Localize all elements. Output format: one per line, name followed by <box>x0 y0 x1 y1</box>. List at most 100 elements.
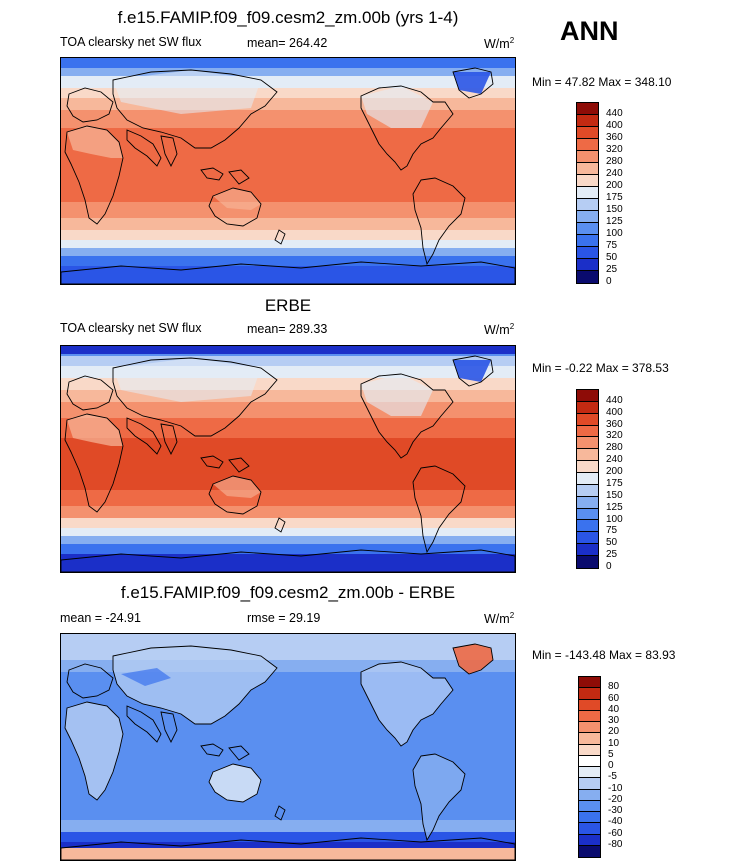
colorbar-tick-label: 50 <box>606 252 618 263</box>
colorbar-box <box>577 496 598 509</box>
colorbar-box <box>579 755 600 767</box>
colorbar-tick-label: 60 <box>608 692 620 704</box>
colorbar-tick-label: 75 <box>606 525 618 537</box>
colorbar-tick-label: 200 <box>606 466 623 478</box>
colorbar-box <box>577 211 598 223</box>
colorbar-box <box>579 789 600 801</box>
colorbar-box <box>579 744 600 756</box>
colorbar-box <box>579 778 600 790</box>
colorbar-tick-label: 150 <box>606 204 623 215</box>
colorbar-tick-label: 175 <box>606 477 623 489</box>
colorbar-box <box>577 151 598 163</box>
colorbar-box <box>577 425 598 438</box>
colorbar-box <box>579 677 600 689</box>
colorbar-box <box>577 139 598 151</box>
colorbar-box <box>577 235 598 247</box>
colorbar-box <box>577 163 598 175</box>
colorbar-box <box>577 271 598 283</box>
panel-3-mean: mean = -24.91 <box>60 611 141 625</box>
panel-1-mean: mean= 264.42 <box>247 36 328 50</box>
panel-1-map <box>60 57 516 285</box>
colorbar-tick-label: 10 <box>608 737 620 749</box>
panel-3-title: f.e15.FAMIP.f09_f09.cesm2_zm.00b - ERBE <box>120 583 456 602</box>
colorbar-tick-label: 100 <box>606 228 623 239</box>
colorbar-tick-label: -60 <box>608 827 623 839</box>
panel-3-rmse: rmse = 29.19 <box>247 611 321 625</box>
colorbar-box <box>579 699 600 711</box>
panel-2-mean: mean= 289.33 <box>247 322 328 336</box>
colorbar-tick-label: 440 <box>606 394 623 406</box>
panel-3-map <box>60 633 516 861</box>
colorbar-tick-label: 400 <box>606 406 623 418</box>
colorbar-tick-label: 80 <box>608 681 620 693</box>
colorbar-tick-label: 200 <box>606 180 623 191</box>
colorbar-tick-label: 20 <box>608 726 620 738</box>
colorbar-tick-label: 320 <box>606 430 623 442</box>
colorbar-box <box>577 437 598 450</box>
panel-1-left-label: TOA clearsky net SW flux <box>60 35 202 49</box>
colorbar-box <box>577 544 598 557</box>
colorbar-box <box>577 175 598 187</box>
colorbar-tick-label: 125 <box>606 216 623 227</box>
colorbar-tick-label: 25 <box>606 264 618 275</box>
panel-1-units: W/m2 <box>484 36 515 52</box>
colorbar-tick-label: 360 <box>606 418 623 430</box>
colorbar-tick-label: 240 <box>606 454 623 466</box>
colorbar-box <box>577 390 598 402</box>
colorbar-tick-label: 175 <box>606 192 623 203</box>
colorbar-box <box>577 484 598 497</box>
colorbar-box <box>579 688 600 700</box>
colorbar-box <box>577 401 598 414</box>
colorbar-tick-label: 400 <box>606 120 623 131</box>
colorbar-tick-label: 440 <box>606 108 623 119</box>
colorbar-tick-label: 240 <box>606 168 623 179</box>
colorbar-tick-label: 150 <box>606 489 623 501</box>
colorbar-tick-label: 0 <box>608 760 614 771</box>
colorbar-box <box>579 722 600 734</box>
panel-2-minmax: Min = -0.22 Max = 378.53 <box>532 361 669 375</box>
panel-2-title: ERBE <box>264 296 312 315</box>
colorbar-tick-label: -30 <box>608 805 623 816</box>
panel-2-units: W/m2 <box>484 322 515 338</box>
colorbar-box <box>579 767 600 779</box>
colorbar-tick-label: 5 <box>608 748 614 760</box>
season-label: ANN <box>560 16 619 46</box>
panel-3-colorbar <box>578 676 601 858</box>
colorbar-box <box>579 800 600 812</box>
colorbar-box <box>577 532 598 545</box>
colorbar-tick-label: 280 <box>606 442 623 454</box>
colorbar-box <box>577 508 598 521</box>
colorbar-tick-label: 75 <box>606 240 618 251</box>
panel-3-minmax: Min = -143.48 Max = 83.93 <box>532 648 676 662</box>
colorbar-tick-label: 0 <box>606 276 612 287</box>
colorbar-box <box>577 127 598 139</box>
colorbar-box <box>579 710 600 722</box>
colorbar-box <box>577 449 598 462</box>
panel-1-title: f.e15.FAMIP.f09_f09.cesm2_zm.00b (yrs 1-… <box>117 8 459 27</box>
colorbar-box <box>579 823 600 835</box>
colorbar-tick-label: -80 <box>608 838 623 850</box>
colorbar-box <box>577 259 598 271</box>
panel-2-left-label: TOA clearsky net SW flux <box>60 321 202 335</box>
colorbar-tick-label: 30 <box>608 715 620 726</box>
colorbar-box <box>577 223 598 235</box>
colorbar-box <box>577 115 598 127</box>
colorbar-box <box>577 413 598 426</box>
colorbar-tick-label: 50 <box>606 537 618 549</box>
colorbar-box <box>579 834 600 846</box>
colorbar-box <box>579 733 600 745</box>
colorbar-box <box>577 247 598 259</box>
panel-2-map <box>60 345 516 573</box>
colorbar-box <box>579 812 600 824</box>
colorbar-box <box>577 461 598 474</box>
colorbar-tick-label: -10 <box>608 782 623 794</box>
panel-1-colorbar <box>576 102 599 284</box>
colorbar-tick-label: 100 <box>606 513 623 525</box>
panel-2-colorbar <box>576 389 599 569</box>
colorbar-tick-label: 280 <box>606 156 623 167</box>
colorbar-tick-label: 0 <box>606 561 612 572</box>
panel-1-minmax: Min = 47.82 Max = 348.10 <box>532 75 672 89</box>
colorbar-box <box>577 187 598 199</box>
colorbar-box <box>579 845 600 857</box>
colorbar-tick-label: 320 <box>606 144 623 155</box>
